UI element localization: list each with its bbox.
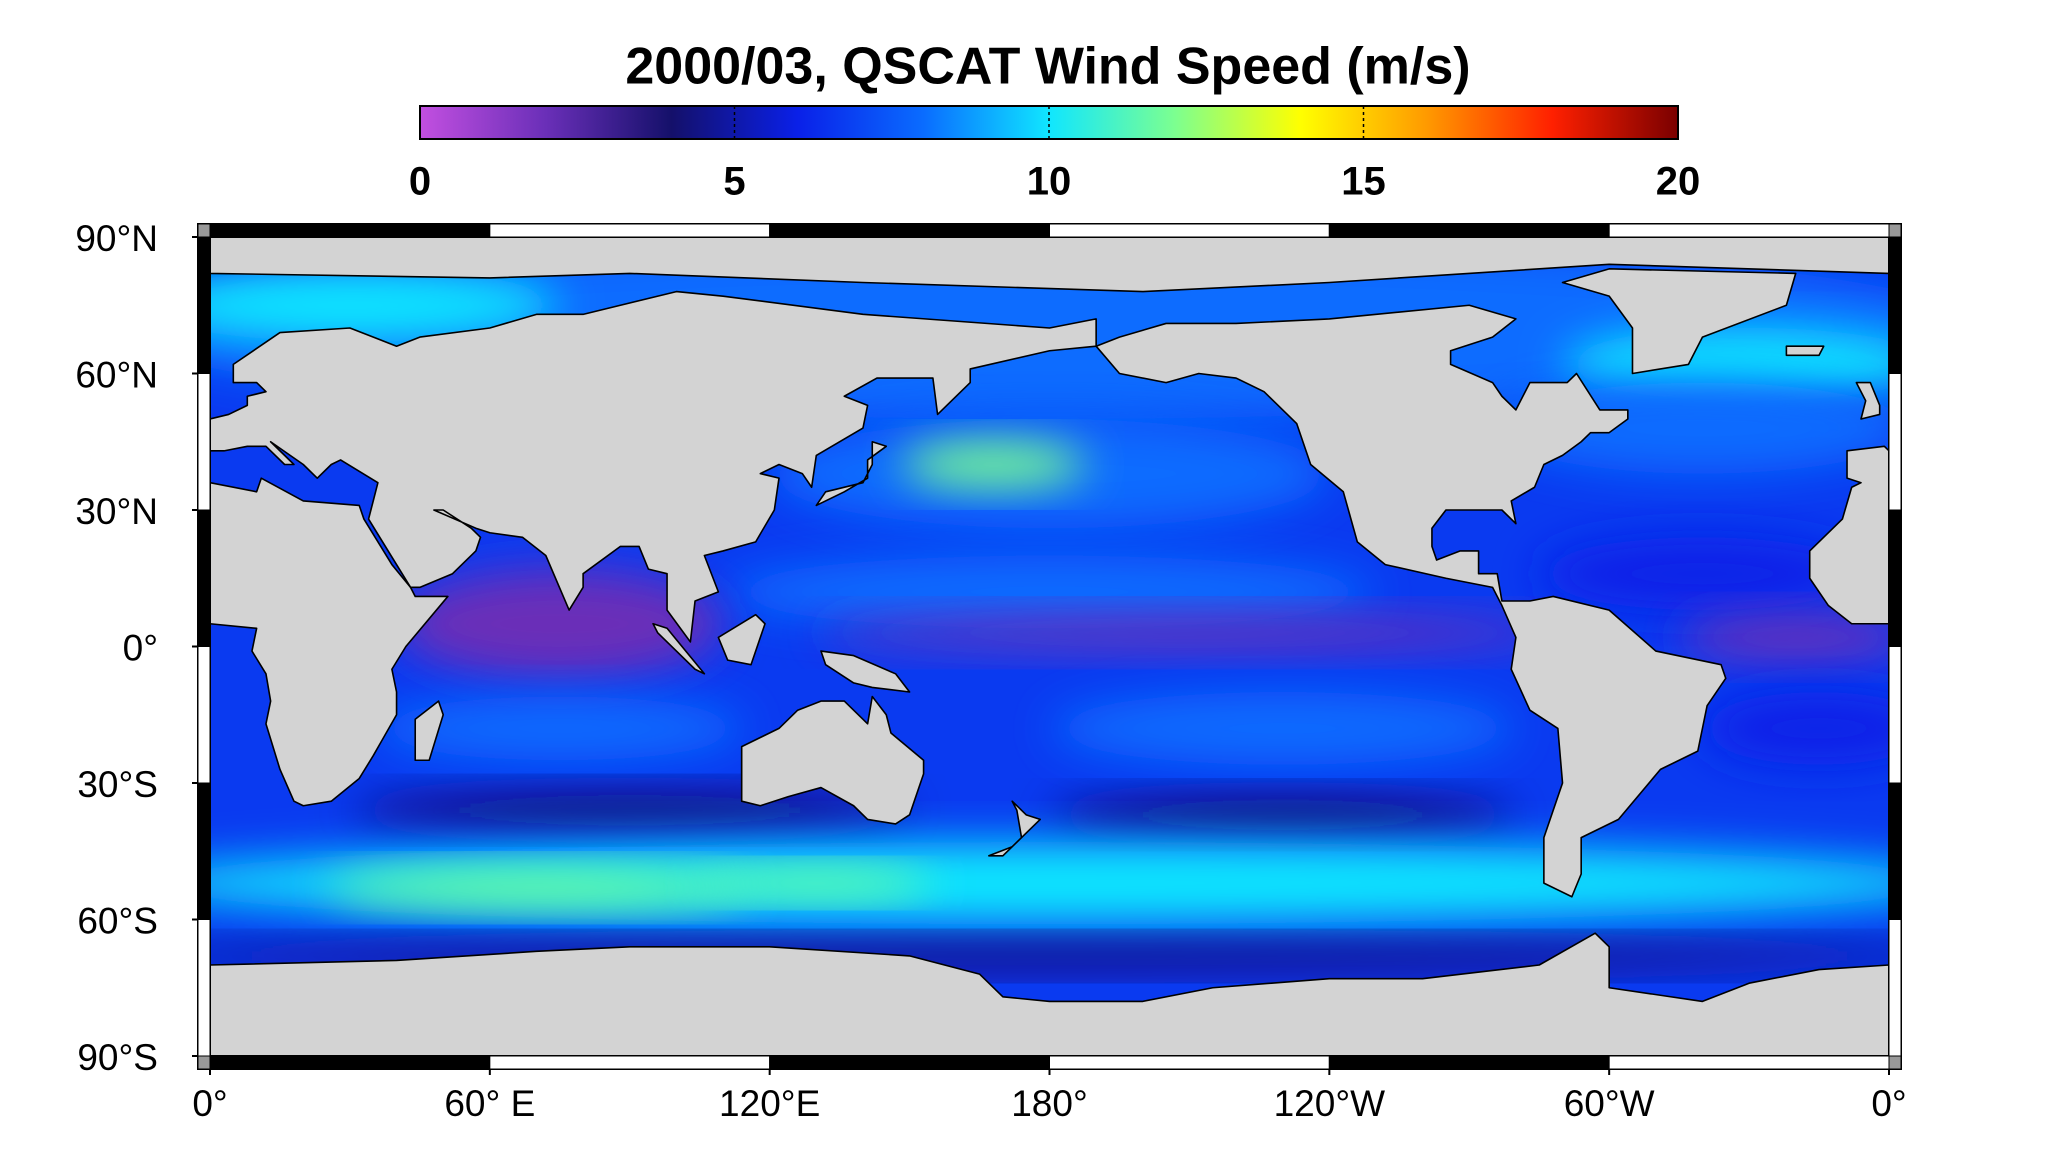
wind-region xyxy=(699,869,933,897)
x-tick-label: 0° xyxy=(1871,1083,1906,1124)
y-tick-label: 60°N xyxy=(75,354,158,395)
colorbar: 0 5 10 15 20 xyxy=(409,105,1701,204)
landmass xyxy=(740,695,925,825)
landmass xyxy=(1561,268,1797,375)
frame-bar xyxy=(1888,236,1902,374)
wind-region xyxy=(210,268,560,342)
landmass xyxy=(210,477,449,807)
frame-bar xyxy=(1608,223,1890,238)
landmass xyxy=(652,622,706,675)
axis-labels: 0° 60° E 120°E 180° 120°W 60°W 0° 90°N 60°N 30°N 0… xyxy=(75,218,1906,1124)
frame-bar xyxy=(197,509,211,647)
frame-bar xyxy=(1888,373,1902,511)
frame-bar xyxy=(1049,1055,1330,1070)
landmass xyxy=(1808,445,1889,625)
frame-corner xyxy=(197,1055,211,1070)
wind-region xyxy=(1049,796,1516,834)
x-tick-label: 120°E xyxy=(719,1083,820,1124)
landmass xyxy=(414,700,444,762)
land xyxy=(210,237,1889,1056)
frame-bar xyxy=(1888,782,1902,920)
frame-corner xyxy=(1888,223,1902,238)
landmass xyxy=(1095,304,1727,898)
x-tick-label: 120°W xyxy=(1274,1083,1386,1124)
colorbar-tick-label: 10 xyxy=(1027,160,1072,204)
frame-bar xyxy=(769,1055,1051,1070)
wind-region xyxy=(1049,692,1516,765)
frame-bar xyxy=(197,373,211,511)
wind-region xyxy=(816,614,1563,652)
landmass xyxy=(210,237,1889,293)
frame-bar xyxy=(197,646,211,784)
frame-bar xyxy=(1049,223,1330,238)
y-tick-label: 0° xyxy=(123,627,158,668)
frame-bar xyxy=(489,223,771,238)
y-tick-label: 60°S xyxy=(77,900,158,941)
frame-bar xyxy=(197,236,211,374)
frame-bar xyxy=(209,223,491,238)
wind-region xyxy=(396,569,724,679)
x-tick-label: 60° E xyxy=(444,1083,535,1124)
wind-region xyxy=(723,555,1376,629)
wind-region xyxy=(1702,692,1889,765)
landmass xyxy=(717,613,766,666)
colorbar-tick-label: 15 xyxy=(1341,160,1386,204)
landmass xyxy=(820,650,911,693)
frame-bar xyxy=(1328,223,1610,238)
x-tick-label: 0° xyxy=(192,1083,227,1124)
landmass xyxy=(1855,381,1881,420)
y-tick-label: 90°N xyxy=(75,218,158,259)
y-tick-label: 90°S xyxy=(77,1037,158,1078)
landmass xyxy=(210,290,1097,643)
frame-bar xyxy=(489,1055,771,1070)
frame-bar xyxy=(769,223,1051,238)
frame-bar xyxy=(1608,1055,1890,1070)
frame-bar xyxy=(1888,509,1902,647)
wind-region xyxy=(1539,537,1866,611)
wind-region xyxy=(1679,614,1889,661)
frame-bar xyxy=(197,919,211,1057)
frame-bar xyxy=(209,1055,491,1070)
colorbar-scale xyxy=(419,105,1679,140)
frame-corner xyxy=(197,223,211,238)
frame-bar xyxy=(1328,1055,1610,1070)
frame-bar xyxy=(1888,646,1902,784)
y-tick-label: 30°N xyxy=(75,491,158,532)
wind-region xyxy=(349,792,910,829)
frame-bar xyxy=(197,782,211,920)
landmass xyxy=(815,440,888,507)
landmass xyxy=(210,932,1889,1056)
x-tick-label: 180° xyxy=(1011,1083,1088,1124)
colorbar-tick-label: 0 xyxy=(409,160,431,204)
wind-region xyxy=(900,441,1087,488)
x-tick-label: 60°W xyxy=(1564,1083,1655,1124)
colorbar-tick-label: 20 xyxy=(1656,160,1701,204)
colorbar-tick-label: 5 xyxy=(723,160,745,204)
frame-bar xyxy=(1888,919,1902,1057)
frame-corner xyxy=(1888,1055,1902,1070)
wind-region xyxy=(373,696,747,761)
wind-region xyxy=(326,869,747,906)
landmass xyxy=(1785,345,1825,357)
y-tick-label: 30°S xyxy=(77,764,158,805)
landmass xyxy=(988,800,1041,857)
chart-title: 2000/03, QSCAT Wind Speed (m/s) xyxy=(625,38,1470,96)
